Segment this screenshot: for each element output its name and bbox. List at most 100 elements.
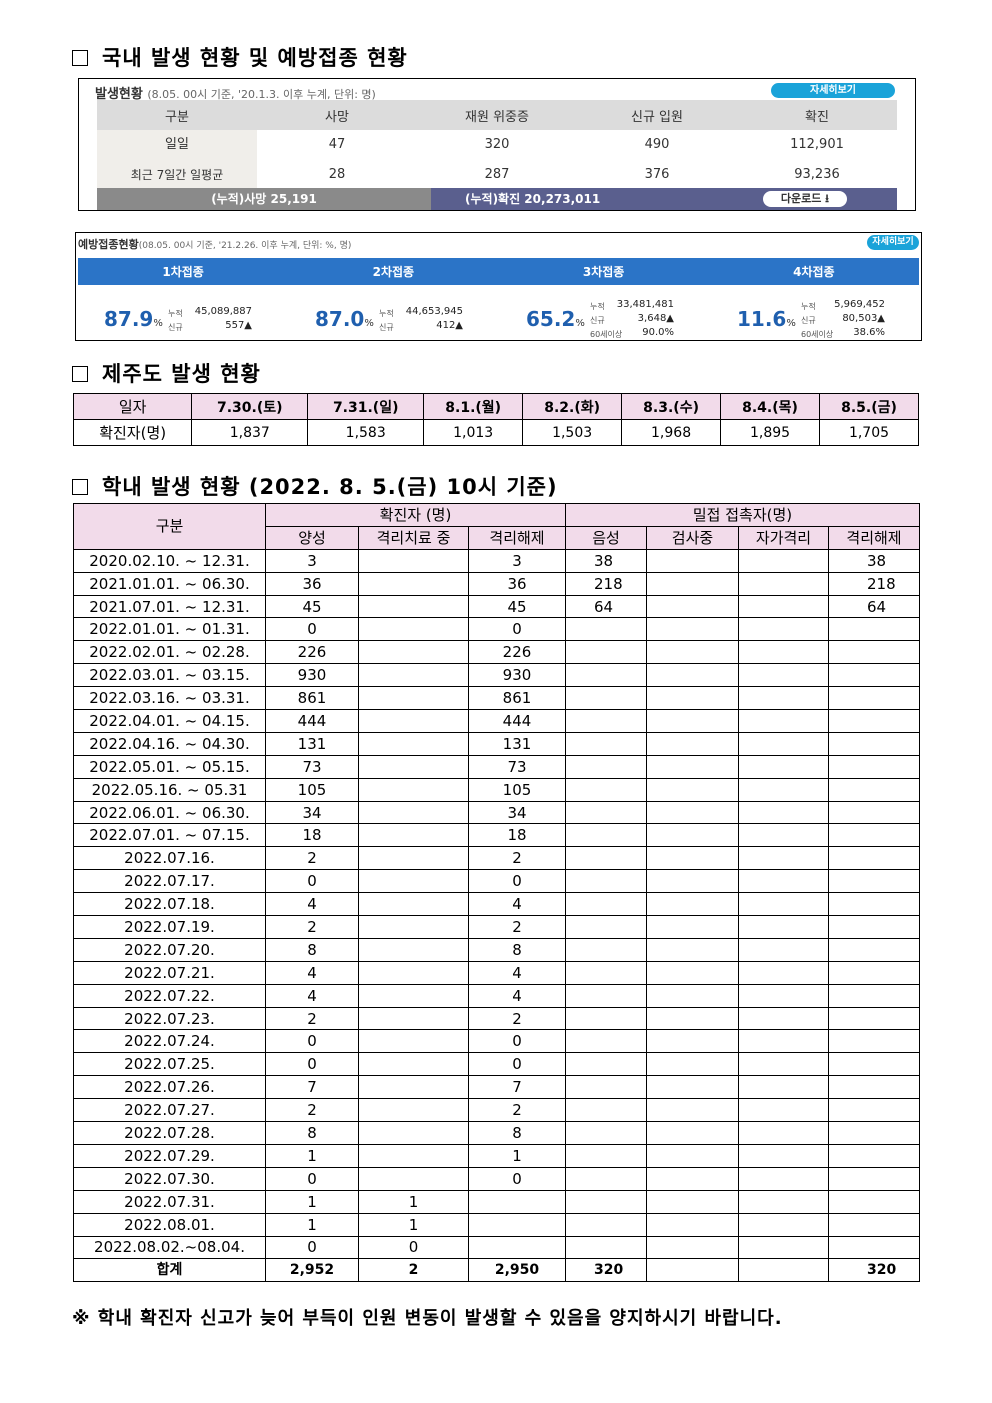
date-header: 8.3.(수) [621,393,722,420]
table-row: 2022.04.01. ~ 04.15. 444 444 [73,709,920,733]
table-cell: 36 [468,571,566,596]
table-cell: 3 [468,548,566,573]
table-cell: 4 [265,960,359,985]
table-cell [358,571,469,596]
confirmed-header: 확진자 (명) [265,503,566,527]
table-row: 2022.08.01. 1 1 [73,1212,920,1237]
percent-unit: % [364,318,374,329]
table-cell [828,1212,920,1237]
table-cell [565,686,647,711]
table-cell [565,1029,647,1054]
vaccination-detail-button[interactable]: 자세히보기 [867,235,919,250]
table-cell: 2 [265,846,359,871]
table-cell [738,640,829,665]
table-cell [358,892,469,917]
table-cell: 2 [468,1006,566,1031]
table-cell [565,1143,647,1168]
table-cell [738,892,829,917]
table-cell: 8 [265,1121,359,1145]
table-cell [358,617,469,642]
table-cell: 444 [468,709,566,733]
table-cell [468,1212,566,1237]
table-cell [358,754,469,779]
table-row: 2022.07.26. 7 7 [73,1075,920,1100]
table-cell: 7 [468,1075,566,1100]
table-row: 2022.07.22. 4 4 [73,983,920,1008]
table-cell: 1 [358,1189,469,1214]
table-cell [358,709,469,733]
occurrence-table: 구분 사망 재원 위중증 신규 입원 확진 일일 47 320 490 112,901 최근 7… [97,100,897,190]
table-cell [646,617,739,642]
table-cell: 444 [265,709,359,733]
table-cell: 28 [257,160,417,190]
table-cell: 218 [828,571,920,596]
total-cell: 2,952 [265,1258,359,1283]
table-row: 2022.07.29. 1 1 [73,1143,920,1168]
table-cell [828,731,920,756]
sub-header: 자가격리 [738,525,829,550]
table-cell: 38 [565,548,647,573]
table-cell [828,869,920,894]
table-row: 2021.01.01. ~ 06.30. 36 36 218 218 [73,571,920,596]
cum-label: 누적 [801,302,816,311]
school-table: 구분 확진자 (명) 밀접 접촉자(명) 양성 격리치료 중 격리해제 음성 검사중 자가격리… [73,503,920,1283]
table-cell: 218 [565,571,647,596]
table-row: 2022.03.16. ~ 03.31. 861 861 [73,686,920,711]
checkbox-icon [72,479,88,495]
over60-value: 38.6% [853,327,885,338]
table-cell [828,1235,920,1260]
table-cell [828,1166,920,1191]
table-cell [358,1075,469,1100]
table-cell: 0 [265,869,359,894]
table-row: 2022.06.01. ~ 06.30. 34 34 [73,800,920,825]
table-cell [738,686,829,711]
table-cell [646,800,739,825]
table-row: 2022.07.30. 0 0 [73,1166,920,1191]
table-cell [646,709,739,733]
table-cell [565,754,647,779]
dose-summary: 65.2% 누적 33,481,481 신규 3,648▲ 60세이상 90.0% [526,291,726,339]
table-cell [646,1189,739,1214]
table-cell [738,1029,829,1054]
date-header: 8.4.(목) [720,393,820,420]
new-label: 신규 [168,323,183,332]
table-cell [828,1189,920,1214]
table-cell [358,548,469,573]
new-value: 557▲ [225,320,252,331]
table-cell [646,915,739,939]
table-cell [738,823,829,848]
detail-button[interactable]: 자세히보기 [771,83,895,98]
total-cell: 320 [565,1258,647,1283]
table-row: 2022.01.01. ~ 01.31. 0 0 [73,617,920,642]
table-cell [738,1121,829,1145]
table-cell [738,594,829,619]
daily-cases: 1,583 [307,419,425,446]
table-cell [646,548,739,573]
table-cell: 18 [265,823,359,848]
table-cell [738,709,829,733]
period-label: 2022.05.01. ~ 05.15. [73,754,266,779]
table-cell [646,1006,739,1031]
table-row: 2022.07.17. 0 0 [73,869,920,894]
period-label: 2022.07.20. [73,937,266,962]
section-heading-school: 학내 발생 현황 (2022. 8. 5.(금) 10시 기준) [72,471,558,501]
period-label: 2022.07.17. [73,869,266,894]
table-cell [646,846,739,871]
dose-percent: 11.6% [737,307,796,331]
table-cell [828,800,920,825]
table-cell: 1 [358,1212,469,1237]
sub-header: 음성 [565,525,647,550]
table-cell [565,1052,647,1077]
table-cell: 226 [265,640,359,665]
download-button[interactable]: 다운로드 ⭳ [762,191,847,207]
row-label: 확진자(명) [72,419,193,446]
period-label: 2022.07.24. [73,1029,266,1054]
table-cell [828,1075,920,1100]
table-cell [565,731,647,756]
daily-cases: 1,968 [621,419,722,446]
table-cell [358,1098,469,1123]
table-cell [358,686,469,711]
table-cell [358,869,469,894]
table-cell [646,1235,739,1260]
table-cell [738,1052,829,1077]
